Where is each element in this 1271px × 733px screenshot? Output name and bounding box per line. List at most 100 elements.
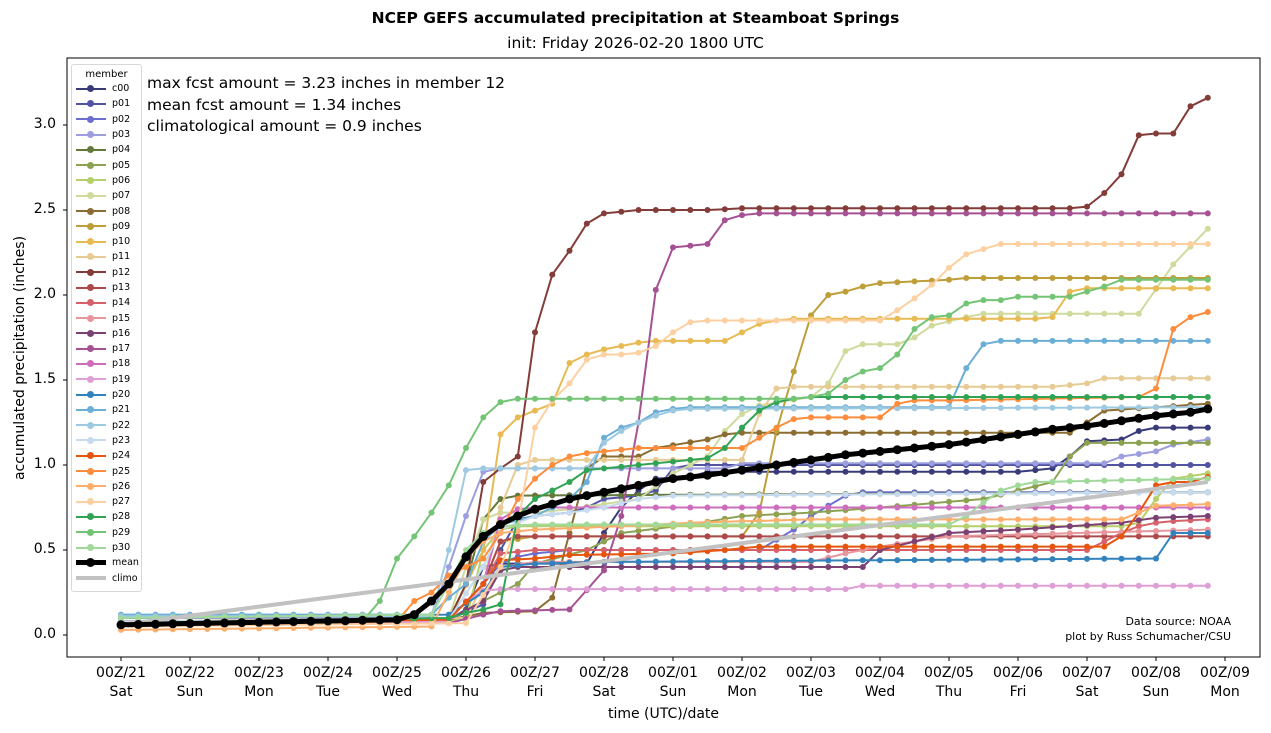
- legend-swatch-p06: [76, 174, 106, 186]
- data-point-p29: [1032, 293, 1039, 300]
- data-point-p19: [549, 586, 556, 593]
- annotation-block: max fcst amount = 3.23 inches in member …: [147, 73, 505, 138]
- data-point-p29: [463, 445, 469, 451]
- legend-swatch-p26: [76, 480, 106, 492]
- data-point-p27: [583, 356, 590, 363]
- data-point-p18: [618, 504, 625, 511]
- data-point-p27: [928, 281, 935, 288]
- data-point-p28: [859, 394, 866, 400]
- legend-swatch-p09: [76, 220, 106, 232]
- data-point-mean: [289, 617, 298, 627]
- data-point-p23: [1015, 490, 1021, 497]
- legend-item-p25: p25: [72, 463, 141, 478]
- data-point-p03: [1084, 460, 1090, 467]
- data-point-p25: [687, 445, 694, 451]
- data-point-p11: [532, 456, 538, 463]
- legend-label: p28: [112, 511, 131, 523]
- data-point-mean: [1082, 421, 1092, 431]
- data-point-p22: [946, 405, 952, 412]
- x-tick-day: Thu: [935, 684, 963, 700]
- data-point-p29: [480, 414, 487, 421]
- data-point-p26: [497, 530, 504, 536]
- data-point-p12: [1032, 205, 1039, 212]
- data-point-p21: [583, 479, 590, 485]
- data-point-p16: [808, 564, 814, 570]
- data-point-p19: [652, 586, 659, 593]
- data-point-p18: [928, 504, 935, 511]
- data-point-p30: [1066, 478, 1073, 485]
- data-point-p18: [980, 504, 987, 511]
- data-point-p12: [1049, 205, 1056, 212]
- data-point-mean: [1168, 409, 1178, 419]
- data-point-p03: [877, 460, 883, 467]
- data-point-p03: [859, 460, 866, 467]
- data-point-p12: [670, 207, 676, 213]
- data-point-p29: [790, 395, 797, 402]
- data-point-p20: [1015, 556, 1021, 563]
- data-point-p03: [1101, 460, 1108, 467]
- data-point-p23: [980, 490, 987, 497]
- data-point-p11: [549, 456, 556, 463]
- data-point-mean: [133, 620, 143, 629]
- data-point-p10: [1015, 315, 1021, 322]
- data-point-p01: [1204, 462, 1211, 468]
- data-point-p03: [963, 460, 970, 467]
- data-point-p24: [980, 543, 987, 550]
- data-point-c00: [1015, 468, 1021, 475]
- data-point-p05: [928, 500, 935, 507]
- x-tick-day: Mon: [727, 684, 757, 700]
- x-tick-label: 00Z/26 Thu: [426, 664, 506, 702]
- data-point-p10: [480, 547, 487, 553]
- data-point-p27: [635, 349, 642, 356]
- legend-item-p29: p29: [72, 525, 141, 540]
- data-point-c00: [859, 468, 866, 475]
- legend-swatch-p17: [76, 343, 106, 355]
- legend-item-p04: p04: [72, 142, 141, 157]
- data-point-p27: [566, 380, 573, 387]
- x-tick-day: Sat: [109, 684, 133, 700]
- data-point-p16: [670, 564, 676, 570]
- data-point-p18: [1118, 504, 1125, 511]
- data-point-p11: [1170, 375, 1177, 382]
- series-p27: [118, 241, 1211, 630]
- data-point-mean: [151, 619, 160, 629]
- data-point-p18: [911, 504, 918, 511]
- data-point-p11: [997, 383, 1004, 390]
- data-point-p06: [997, 523, 1004, 530]
- data-point-p21: [1135, 337, 1142, 344]
- data-point-p18: [859, 504, 866, 511]
- data-point-p05: [1153, 439, 1159, 446]
- data-point-mean: [237, 618, 247, 628]
- data-point-p17: [980, 210, 987, 217]
- data-point-p29: [411, 533, 418, 540]
- data-point-p30: [790, 521, 797, 528]
- data-point-p07: [1084, 310, 1090, 317]
- data-point-p15: [1015, 531, 1021, 538]
- data-point-p23: [928, 491, 935, 497]
- data-point-p08: [825, 429, 832, 436]
- data-point-p22: [739, 405, 745, 412]
- data-point-p12: [480, 479, 487, 485]
- legend-item-p19: p19: [72, 372, 141, 387]
- data-point-p22: [859, 405, 866, 412]
- data-point-p29: [1153, 276, 1159, 283]
- data-point-mean: [858, 448, 868, 458]
- data-point-p07: [1101, 310, 1108, 317]
- data-point-p20: [859, 557, 866, 564]
- data-point-p24: [721, 547, 728, 553]
- series-p29: [118, 276, 1211, 628]
- data-point-p27: [1204, 241, 1211, 247]
- data-point-c00: [997, 468, 1004, 475]
- data-point-p25: [566, 453, 573, 460]
- data-point-p19: [894, 582, 901, 589]
- data-point-p17: [946, 210, 952, 217]
- data-point-p16: [773, 564, 780, 570]
- data-point-p18: [842, 504, 849, 511]
- data-point-p27: [1049, 241, 1056, 247]
- data-point-p12: [739, 205, 745, 212]
- data-point-p28: [1066, 394, 1073, 400]
- data-point-p25: [773, 424, 780, 431]
- series-p18: [118, 504, 1211, 627]
- data-point-p18: [1049, 504, 1056, 511]
